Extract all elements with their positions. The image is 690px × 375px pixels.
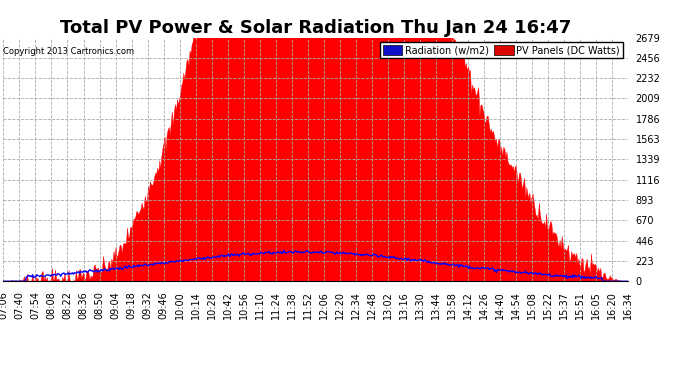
Text: Copyright 2013 Cartronics.com: Copyright 2013 Cartronics.com xyxy=(3,47,135,56)
Title: Total PV Power & Solar Radiation Thu Jan 24 16:47: Total PV Power & Solar Radiation Thu Jan… xyxy=(60,20,571,38)
Legend: Radiation (w/m2), PV Panels (DC Watts): Radiation (w/m2), PV Panels (DC Watts) xyxy=(380,42,623,58)
